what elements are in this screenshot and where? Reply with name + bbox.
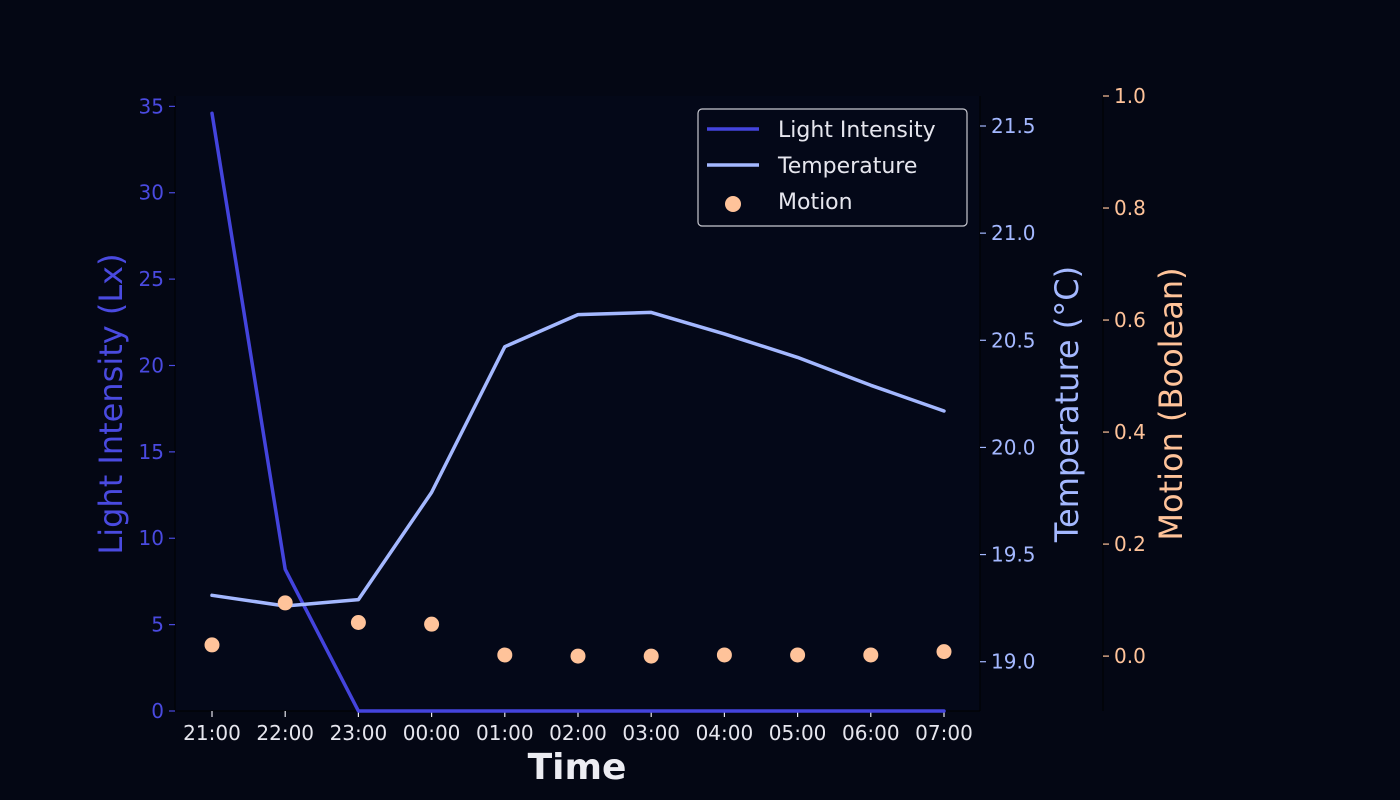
x-axis-title: Time [528,747,627,788]
temperature-tick-label: 19.5 [991,543,1036,567]
temperature-tick-label: 20.0 [991,435,1036,459]
time-tick-label: 22:00 [256,721,314,745]
light-intensity-tick-label: 5 [151,613,164,637]
motion-tick-label: 0.6 [1114,308,1146,332]
series-layer [204,111,952,713]
legend-label-light-intensity: Light Intensity [778,118,936,143]
light-intensity-tick-label: 10 [139,526,164,550]
motion-point [277,595,293,611]
motion-point [204,637,220,653]
light-intensity-axis: 0 5 10 15 20 25 30 35 [139,94,176,723]
light-intensity-tick-label: 30 [139,181,164,205]
temperature-line [210,310,946,608]
legend: Light Intensity Temperature Motion [697,108,968,227]
time-tick-label: 03:00 [622,721,680,745]
legend-swatch-motion [725,196,741,212]
temperature-tick-label: 20.5 [991,328,1036,352]
motion-axis-title: Motion (Boolean) [1152,267,1190,540]
motion-tick-label: 0.8 [1114,196,1146,220]
motion-point [790,647,806,663]
motion-point [716,647,732,663]
light-intensity-tick-label: 15 [139,440,164,464]
motion-axis: 0.0 0.2 0.4 0.6 0.8 1.0 [1102,84,1146,711]
motion-point [497,647,513,663]
time-tick-label: 01:00 [476,721,534,745]
time-tick-label: 00:00 [403,721,461,745]
light-intensity-axis-title: Light Intensity (Lx) [92,253,130,554]
motion-tick-label: 0.4 [1114,420,1146,444]
light-intensity-tick-label: 20 [139,353,164,377]
temperature-axis-title: Temperature (°C) [1048,266,1086,543]
light-intensity-tick-label: 35 [139,94,164,118]
time-tick-label: 21:00 [183,721,241,745]
motion-point [863,647,879,663]
motion-point [936,644,952,660]
time-tick-label: 23:00 [330,721,388,745]
temperature-tick-label: 21.0 [991,221,1036,245]
time-axis: 21:00 22:00 23:00 00:00 01:00 02:00 03:00 04:00… [175,710,980,745]
motion-tick-label: 0.2 [1114,532,1146,556]
legend-label-motion: Motion [778,190,853,215]
time-tick-label: 05:00 [769,721,827,745]
legend-box [697,108,968,227]
time-tick-label: 07:00 [915,721,973,745]
time-tick-label: 02:00 [549,721,607,745]
temperature-tick-label: 19.0 [991,650,1036,674]
motion-tick-label: 0.0 [1114,644,1146,668]
light-intensity-tick-label: 0 [151,699,164,723]
time-tick-label: 04:00 [696,721,754,745]
light-intensity-tick-label: 25 [139,267,164,291]
motion-point [643,648,659,664]
motion-point [424,616,440,632]
motion-tick-label: 1.0 [1114,84,1146,108]
light-intensity-line [210,111,946,713]
legend-label-temperature: Temperature [777,154,917,179]
motion-point [350,615,366,631]
motion-point [570,648,586,664]
temperature-tick-label: 21.5 [991,114,1036,138]
temperature-axis: 19.0 19.5 20.0 20.5 21.0 21.5 [979,96,1036,711]
time-tick-label: 06:00 [842,721,900,745]
